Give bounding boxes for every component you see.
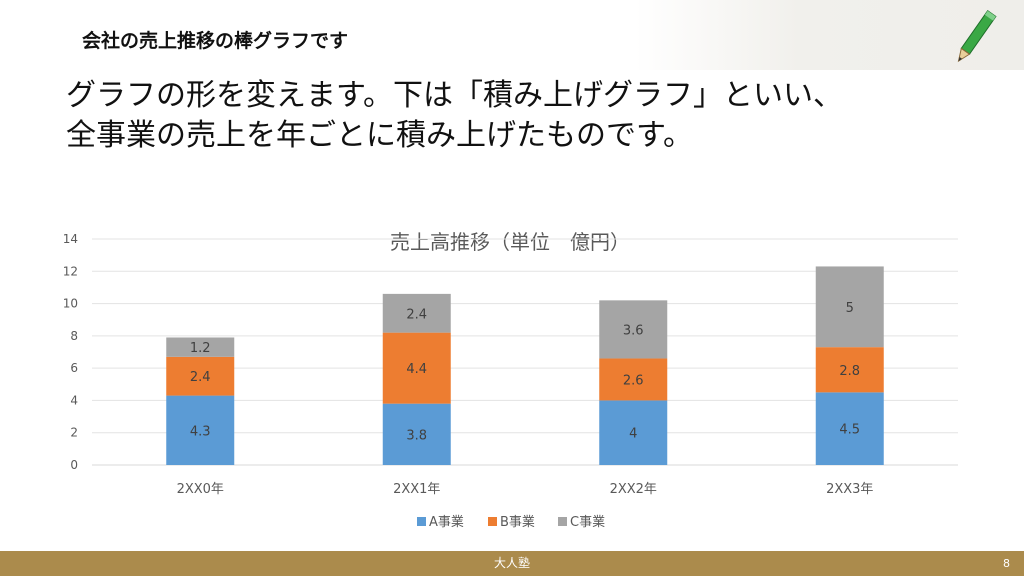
y-tick-label: 4 [70,393,78,407]
bars: 4.3 2.4 1.2 3.8 4.4 2.4 4 2.6 3.6 4.5 2.8 5 [166,266,884,465]
bar-segment [815,392,884,465]
bar-segment [382,332,451,404]
data-label: 5 [846,301,854,316]
y-tick-label: 12 [63,264,78,278]
y-tick-label: 8 [70,329,78,343]
bar-segment [599,400,668,465]
bar-segment [382,403,451,465]
y-tick-label: 0 [70,458,78,472]
x-tick-label: 2XX3年 [826,482,873,497]
x-tick-label: 2XX1年 [393,482,440,497]
legend-swatch [558,517,567,526]
legend-label: B事業 [500,514,535,530]
footer: 大人塾 8 [0,551,1024,576]
green-pencil-icon [957,10,997,63]
legend: A事業 B事業 C事業 [417,514,605,530]
data-label: 4.3 [190,424,211,439]
bar-segment [599,300,668,359]
bar-segment [166,356,235,396]
x-tick-label: 2XX0年 [177,482,224,497]
body-text: グラフの形を変えます。下は「積み上げグラフ」といい、 全事業の売上を年ごとに積み… [66,76,986,156]
bar-segment [166,395,235,465]
page-number: 8 [1003,557,1010,570]
header-band [0,0,1024,70]
data-label: 4.5 [839,423,860,438]
body-line-1: グラフの形を変えます。下は「積み上げグラフ」といい、 [66,78,843,113]
y-tick-label: 14 [63,232,78,246]
data-label: 3.8 [406,428,427,443]
data-label: 3.6 [623,323,644,338]
bar-segment [166,337,235,357]
data-label: 4 [629,427,637,442]
bar-segment [815,347,884,393]
data-label: 2.6 [623,373,644,388]
x-axis: 2XX0年 2XX1年 2XX2年 2XX3年 [177,482,874,497]
data-label: 2.4 [190,370,211,385]
gridlines [92,238,958,466]
bar-segment [599,358,668,401]
data-label: 2.8 [839,364,860,379]
bar-segment [382,293,451,333]
bar-segment [815,266,884,348]
y-axis: 0 2 4 6 8 10 12 14 [63,232,78,472]
y-tick-label: 10 [63,297,78,311]
stacked-bar-chart: 売上高推移（単位 億円） 0 2 4 6 8 10 12 14 4.3 2.4 1.2 3.8 4.4… [63,230,958,530]
legend-label: A事業 [429,514,464,530]
data-label: 1.2 [190,341,211,356]
legend-swatch [488,517,497,526]
data-label: 2.4 [406,307,427,322]
slide-title: 会社の売上推移の棒グラフです [82,30,349,52]
chart-title: 売上高推移（単位 億円） [390,230,630,254]
legend-label: C事業 [570,514,605,530]
body-line-2: 全事業の売上を年ごとに積み上げたものです。 [66,118,693,153]
x-tick-label: 2XX2年 [610,482,657,497]
y-tick-label: 6 [70,361,78,375]
legend-swatch [417,517,426,526]
footer-center-text: 大人塾 [493,556,530,570]
y-tick-label: 2 [70,426,78,440]
data-label: 4.4 [406,362,427,377]
